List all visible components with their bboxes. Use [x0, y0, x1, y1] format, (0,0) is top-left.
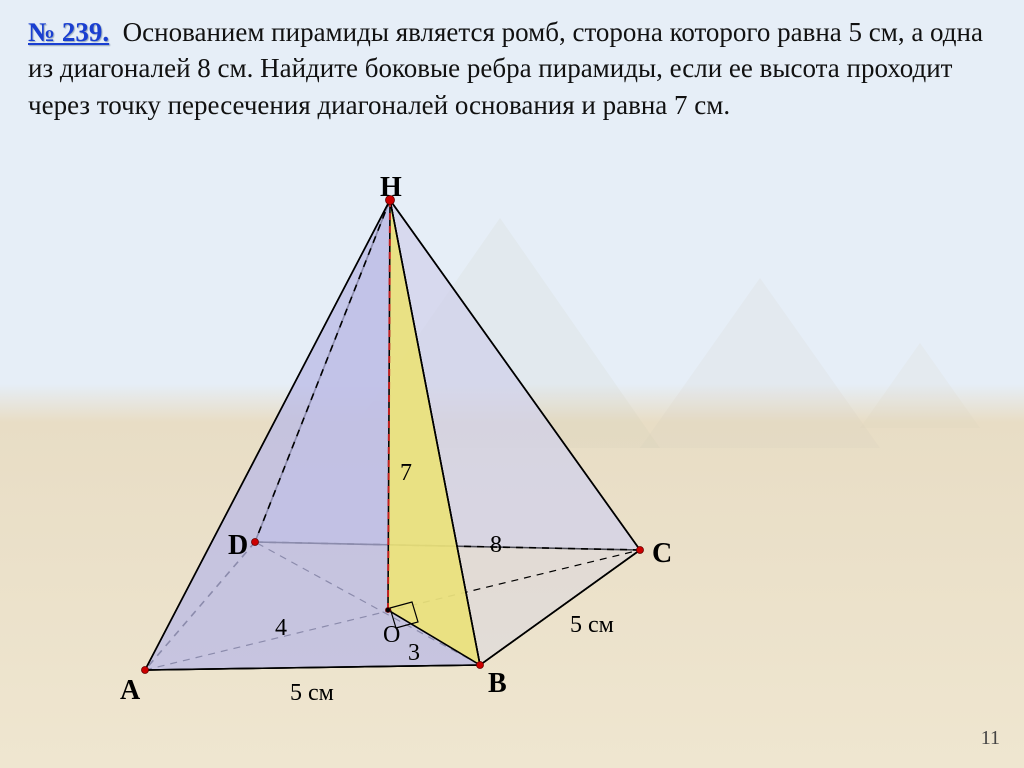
label-C: C [652, 538, 672, 570]
edge-label-OC: 8 [490, 532, 502, 559]
edge-label-HO: 7 [400, 460, 412, 487]
pyramid-svg [120, 190, 760, 730]
pyramid-diagram: H A B C D O 7 8 4 3 5 см 5 см [120, 190, 760, 730]
edge-label-BC: 5 см [570, 612, 614, 639]
problem-statement: № 239. Основанием пирамиды является ромб… [28, 14, 984, 123]
label-H: H [380, 172, 402, 204]
label-B: B [488, 668, 507, 700]
problem-number: № 239. [28, 17, 109, 47]
label-D: D [228, 530, 248, 562]
problem-text: Основанием пирамиды является ромб, сторо… [28, 17, 983, 120]
edge-label-AB: 5 см [290, 680, 334, 707]
label-O: O [383, 622, 400, 649]
label-A: A [120, 675, 140, 707]
bg-pyramid-small [860, 343, 980, 428]
page-root: № 239. Основанием пирамиды является ромб… [0, 0, 1024, 768]
edge-label-OB: 3 [408, 640, 420, 667]
page-number: 11 [981, 727, 1000, 750]
edge-label-OA: 4 [275, 615, 287, 642]
